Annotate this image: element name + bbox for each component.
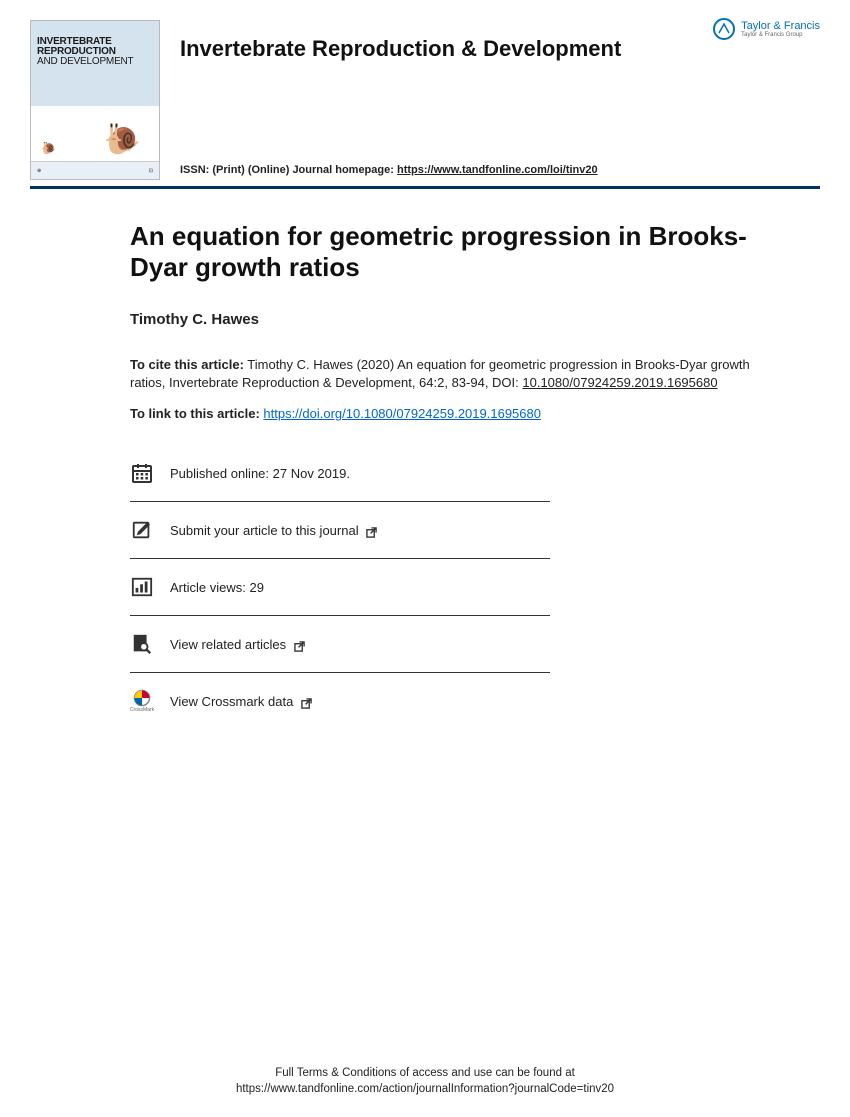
meta-views: Article views: 29 [130, 559, 550, 616]
citation-block: To cite this article: Timothy C. Hawes (… [130, 356, 750, 392]
crossmark-caption: CrossMark [130, 707, 154, 713]
magnifier-file-icon [130, 632, 154, 656]
submit-text: Submit your article to this journal [170, 523, 359, 538]
footer-terms: Full Terms & Conditions of access and us… [0, 1065, 850, 1097]
external-link-icon [294, 640, 305, 651]
link-label: To link to this article: [130, 406, 263, 421]
meta-crossmark[interactable]: CrossMark View Crossmark data [130, 673, 550, 729]
snail-illustration-small: 🐌 [41, 141, 56, 155]
meta-related[interactable]: View related articles [130, 616, 550, 673]
journal-cover-thumbnail: INVERTEBRATE REPRODUCTION AND DEVELOPMEN… [30, 20, 160, 180]
publisher-name: Taylor & Francis [741, 20, 820, 32]
external-link-icon [366, 526, 377, 537]
bar-chart-icon [130, 575, 154, 599]
pencil-icon [130, 518, 154, 542]
publisher-tagline: Taylor & Francis Group [741, 32, 820, 38]
article-author: Timothy C. Hawes [130, 311, 750, 328]
external-link-icon [301, 697, 312, 708]
calendar-icon [130, 461, 154, 485]
published-text: Published online: 27 Nov 2019. [170, 466, 550, 481]
related-text: View related articles [170, 637, 286, 652]
article-link-block: To link to this article: https://doi.org… [130, 406, 750, 421]
views-text: Article views: 29 [170, 580, 550, 595]
article-title: An equation for geometric progression in… [130, 221, 750, 283]
crossmark-text: View Crossmark data [170, 694, 293, 709]
footer-line1: Full Terms & Conditions of access and us… [0, 1065, 850, 1081]
meta-published: Published online: 27 Nov 2019. [130, 457, 550, 502]
meta-submit[interactable]: Submit your article to this journal [130, 502, 550, 559]
cite-doi[interactable]: 10.1080/07924259.2019.1695680 [522, 375, 717, 390]
crossmark-icon: CrossMark [130, 689, 154, 713]
cover-title-3: AND DEVELOPMENT [37, 56, 133, 67]
tf-circle-icon [713, 18, 735, 40]
cite-label: To cite this article: [130, 357, 244, 372]
publisher-logo[interactable]: Taylor & Francis Taylor & Francis Group [713, 18, 820, 40]
snail-illustration-large: 🐌 [104, 122, 141, 157]
footer-line2[interactable]: https://www.tandfonline.com/action/journ… [0, 1081, 850, 1097]
doi-link[interactable]: https://doi.org/10.1080/07924259.2019.16… [263, 406, 541, 421]
